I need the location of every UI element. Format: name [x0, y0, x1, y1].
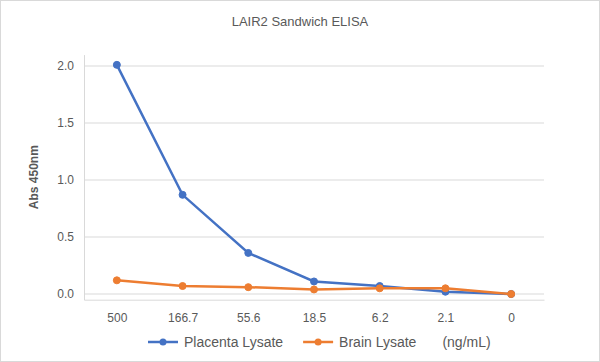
legend-marker	[160, 339, 167, 346]
x-tick: 0	[508, 300, 515, 326]
x-axis: 500 166.7 55.6 18.5 6.2 2.1 0	[85, 300, 545, 326]
y-axis: 0.0 0.5 1.0 1.5 2.0	[57, 55, 84, 301]
y-tick-label: 1.5	[57, 116, 74, 130]
y-tick-label: 0.0	[57, 287, 74, 301]
x-axis-line	[85, 300, 545, 301]
x-tick-label: 500	[107, 311, 127, 325]
chart-title: LAIR2 Sandwich ELISA	[232, 14, 369, 29]
y-axis-title: Abs 450nm	[27, 145, 41, 209]
series-marker	[179, 283, 186, 290]
y-tick: 1.0	[57, 173, 84, 187]
y-tick: 0.0	[57, 287, 84, 301]
x-tick: 2.1	[438, 300, 455, 326]
x-tick: 166.7	[168, 300, 198, 326]
chart: LAIR2 Sandwich ELISA 0.0 0.5 1.0 1.5 2.0 500 16…	[0, 0, 600, 362]
grid-line	[84, 180, 544, 181]
plot-area	[113, 61, 514, 297]
legend-marker	[315, 339, 322, 346]
series-marker	[376, 285, 383, 292]
series-marker	[245, 249, 252, 256]
y-tick-label: 2.0	[57, 59, 74, 73]
x-tick: 500	[107, 300, 127, 326]
x-tick-label: 55.6	[237, 311, 261, 325]
grid	[84, 66, 544, 294]
x-tick: 55.6	[237, 300, 261, 326]
series-marker	[508, 291, 515, 298]
x-tick-label: 18.5	[303, 311, 327, 325]
series-marker	[311, 286, 318, 293]
x-axis-title: (ng/mL)	[442, 334, 490, 350]
series-marker	[113, 277, 120, 284]
y-axis-line	[84, 55, 85, 300]
series-marker	[179, 191, 186, 198]
x-tick-label: 166.7	[168, 311, 198, 325]
legend-label: Placenta Lysate	[184, 334, 283, 350]
y-tick-label: 1.0	[57, 173, 74, 187]
y-tick: 2.0	[57, 59, 84, 73]
y-tick: 0.5	[57, 230, 84, 244]
x-tick: 6.2	[372, 300, 389, 326]
series-line	[117, 65, 511, 294]
x-tick-label: 0	[508, 311, 515, 325]
series-marker	[311, 278, 318, 285]
x-tick-label: 6.2	[372, 311, 389, 325]
x-tick-label: 2.1	[438, 311, 455, 325]
series-line	[117, 280, 511, 294]
grid-line	[84, 237, 544, 238]
series-marker	[245, 284, 252, 291]
grid-line	[84, 123, 544, 124]
y-tick-label: 0.5	[57, 230, 74, 244]
series-marker	[442, 285, 449, 292]
series-marker	[113, 61, 120, 68]
chart-border	[1, 1, 600, 362]
y-tick: 1.5	[57, 116, 84, 130]
x-tick: 18.5	[303, 300, 327, 326]
legend: Placenta Lysate Brain Lysate	[148, 334, 417, 350]
series-marker	[508, 291, 515, 298]
legend-label: Brain Lysate	[339, 334, 417, 350]
grid-line	[84, 66, 544, 67]
